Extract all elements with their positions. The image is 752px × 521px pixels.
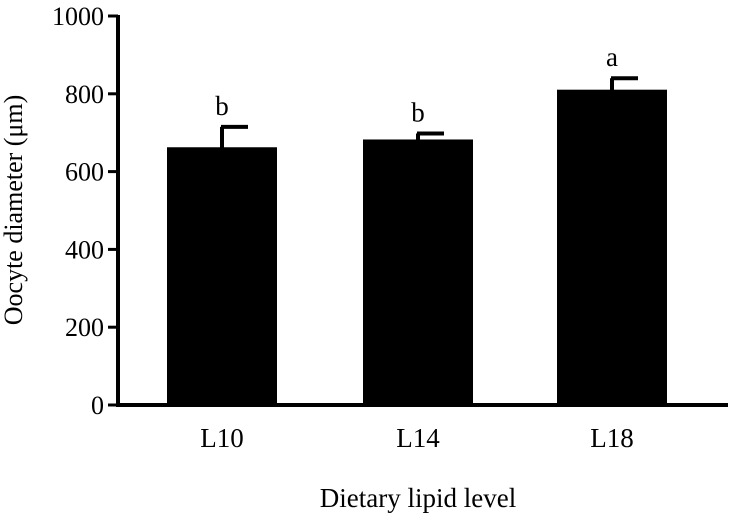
bar-l18 xyxy=(557,89,667,407)
bar-l10 xyxy=(167,147,277,406)
x-tick-label-l18: L18 xyxy=(590,423,634,453)
x-tick-label-l10: L10 xyxy=(200,423,244,453)
bar-l14 xyxy=(363,139,473,406)
chart-axes: L10 L14 L18 0 200 400 600 800 1000 xyxy=(52,2,728,453)
significance-letter-l18: a xyxy=(606,42,618,72)
y-tick-label-400: 400 xyxy=(65,235,104,264)
y-tick-label-800: 800 xyxy=(65,80,104,109)
x-tick-label-l14: L14 xyxy=(396,423,440,453)
y-tick-label-1000: 1000 xyxy=(52,2,104,31)
y-axis-label: Oocyte diameter (μm) xyxy=(0,95,28,326)
significance-letter-l10: b xyxy=(215,91,229,121)
chart-marks: b b a xyxy=(167,42,667,407)
y-tick-label-0: 0 xyxy=(91,391,104,420)
x-axis-label: Dietary lipid level xyxy=(320,483,516,513)
significance-letter-l14: b xyxy=(411,97,425,127)
y-tick-label-600: 600 xyxy=(65,158,104,187)
y-tick-label-200: 200 xyxy=(65,313,104,342)
